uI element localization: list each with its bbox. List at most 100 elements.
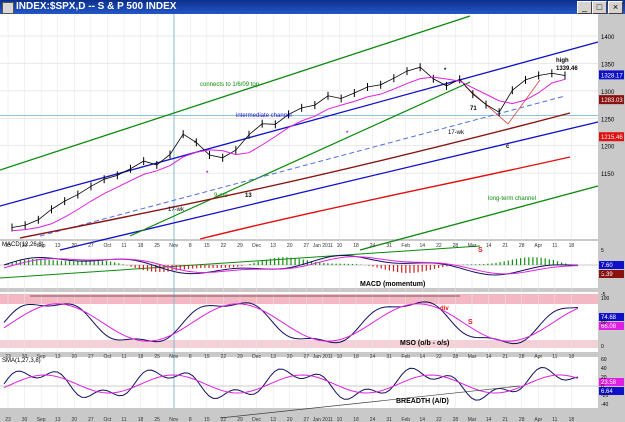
price-x-tick: 13 bbox=[270, 243, 276, 249]
price-annotation: * bbox=[444, 68, 447, 74]
mso-x-tick: Mar bbox=[468, 354, 477, 360]
mso-x-tick: 24 bbox=[370, 354, 376, 360]
price-x-tick: 15 bbox=[204, 243, 210, 249]
breadth-value-bg bbox=[599, 378, 624, 386]
breadth-x-tick: 11 bbox=[121, 417, 126, 422]
macd-value-label: 5.39 bbox=[601, 272, 613, 278]
chart-canvas[interactable]: MACD(12,26,8)MACD (momentum)S7.605.3950-… bbox=[0, 14, 625, 422]
macd-annotation: S bbox=[478, 247, 483, 254]
price-x-tick: 31 bbox=[386, 243, 392, 249]
mso-x-tick: 21 bbox=[502, 354, 508, 360]
price-y-tick: 1200 bbox=[601, 145, 615, 151]
mso-x-tick: Sep bbox=[37, 354, 46, 360]
price-x-tick: 28 bbox=[519, 243, 525, 249]
breadth-x-tick: Nov bbox=[169, 417, 178, 422]
minimize-button[interactable]: _ bbox=[577, 1, 592, 14]
macd-y-tick: 5 bbox=[601, 248, 604, 254]
mso-x-tick: Oct bbox=[104, 354, 112, 360]
price-annotation: * bbox=[346, 131, 349, 137]
mso-x-tick: 22 bbox=[221, 354, 227, 360]
price-x-tick: Apr bbox=[534, 243, 542, 249]
breadth-x-tick: Jan 2011 bbox=[313, 417, 333, 422]
price-x-tick: Mar bbox=[468, 243, 477, 249]
mso-annotation: S bbox=[468, 319, 473, 326]
breadth-x-tick: 21 bbox=[502, 417, 508, 422]
price-x-tick: 30 bbox=[22, 243, 28, 249]
fast-moving-average bbox=[11, 76, 566, 232]
mso-x-tick: Feb bbox=[401, 354, 410, 360]
breadth-trendline bbox=[219, 385, 521, 419]
breadth-x-tick: 18 bbox=[138, 417, 144, 422]
macd-signal-line bbox=[3, 256, 579, 275]
breadth-x-tick: 27 bbox=[88, 417, 94, 422]
breadth-value-label: 23.58 bbox=[601, 380, 617, 386]
close-button[interactable]: × bbox=[608, 1, 623, 14]
maximize-button[interactable]: □ bbox=[592, 1, 607, 14]
mso-value-bg bbox=[599, 313, 624, 321]
red-wedge bbox=[464, 79, 541, 125]
mso-x-tick: Dec bbox=[252, 354, 261, 360]
price-x-tick: 28 bbox=[453, 243, 459, 249]
mso-y-tick: 100 bbox=[601, 296, 610, 302]
breadth-y-tick: 0 bbox=[601, 384, 604, 390]
price-series-line bbox=[11, 66, 566, 228]
mso-value-label: 74.68 bbox=[601, 315, 617, 321]
mso-value-bg bbox=[599, 322, 624, 330]
mso-x-tick: 11 bbox=[121, 354, 126, 360]
macd-panel-label: MACD(12,26,8) bbox=[2, 242, 44, 248]
macd-value-label: 7.60 bbox=[601, 263, 613, 269]
long-term-channel-lower bbox=[359, 185, 599, 251]
window-titlebar[interactable]: INDEX:$SPX,D -- S & P 500 INDEX _ □ × bbox=[0, 0, 625, 14]
price-annotation: 9-mo bbox=[214, 193, 228, 199]
price-annotation: 17-wk bbox=[448, 130, 465, 136]
price-x-tick: 14 bbox=[420, 243, 426, 249]
mso-x-tick: 27 bbox=[88, 354, 94, 360]
price-annotation: 71 bbox=[470, 106, 477, 112]
price-x-tick: 20 bbox=[287, 243, 293, 249]
breadth-x-tick: 8 bbox=[189, 417, 192, 422]
breadth-panel-label: SMA(1,27,3,8) bbox=[2, 358, 41, 364]
macd-panel-name: MACD (momentum) bbox=[360, 281, 425, 288]
intermediate-channel-lower bbox=[59, 121, 599, 251]
price-y-tick: 1350 bbox=[601, 62, 615, 68]
price-x-tick: Jan 2011 bbox=[313, 243, 333, 249]
mso-x-tick: 15 bbox=[204, 354, 210, 360]
breadth-x-tick: 25 bbox=[154, 417, 160, 422]
breadth-x-tick: 18 bbox=[353, 417, 359, 422]
high-value: 1339.46 bbox=[556, 66, 578, 72]
dashed-trendline bbox=[39, 95, 566, 237]
mso-x-tick: 23 bbox=[5, 354, 11, 360]
mso-overbought-band bbox=[0, 294, 598, 304]
mso-x-tick: 18 bbox=[138, 354, 144, 360]
breadth-panel bbox=[0, 357, 598, 408]
breadth-x-tick: 27 bbox=[304, 417, 310, 422]
breadth-x-tick: Apr bbox=[534, 417, 542, 422]
mso-panel-name: MSO (o/b - o/s) bbox=[400, 340, 449, 347]
price-annotation: long-term channel bbox=[488, 196, 536, 202]
mso-x-tick: 25 bbox=[154, 354, 160, 360]
intermediate-channel-upper bbox=[0, 41, 599, 207]
price-x-tick: 18 bbox=[138, 243, 144, 249]
price-value-label-bg bbox=[599, 70, 624, 80]
mso-annotation: div bbox=[440, 306, 449, 312]
price-annotation: c bbox=[506, 144, 510, 150]
breadth-y-tick: -40 bbox=[601, 402, 608, 408]
price-x-tick: 27 bbox=[88, 243, 94, 249]
mso-x-tick: 18 bbox=[353, 354, 359, 360]
macd-y-tick: 0 bbox=[601, 270, 604, 276]
price-x-tick: Oct bbox=[104, 243, 112, 249]
slow-moving-average bbox=[19, 112, 571, 239]
mso-y-tick: 50 bbox=[601, 320, 607, 326]
price-value-label: 1215.46 bbox=[601, 135, 623, 141]
mso-x-tick: 14 bbox=[486, 354, 492, 360]
mso-x-tick: 10 bbox=[337, 354, 343, 360]
mso-x-tick: Nov bbox=[169, 354, 178, 360]
breadth-x-tick: 28 bbox=[453, 417, 459, 422]
breadth-x-tick: 31 bbox=[386, 417, 392, 422]
breadth-x-tick: 24 bbox=[370, 417, 376, 422]
mso-x-tick: 8 bbox=[189, 354, 192, 360]
chart-app-icon bbox=[2, 2, 14, 14]
macd-value-bg bbox=[599, 270, 624, 278]
breadth-x-tick: 14 bbox=[420, 417, 426, 422]
